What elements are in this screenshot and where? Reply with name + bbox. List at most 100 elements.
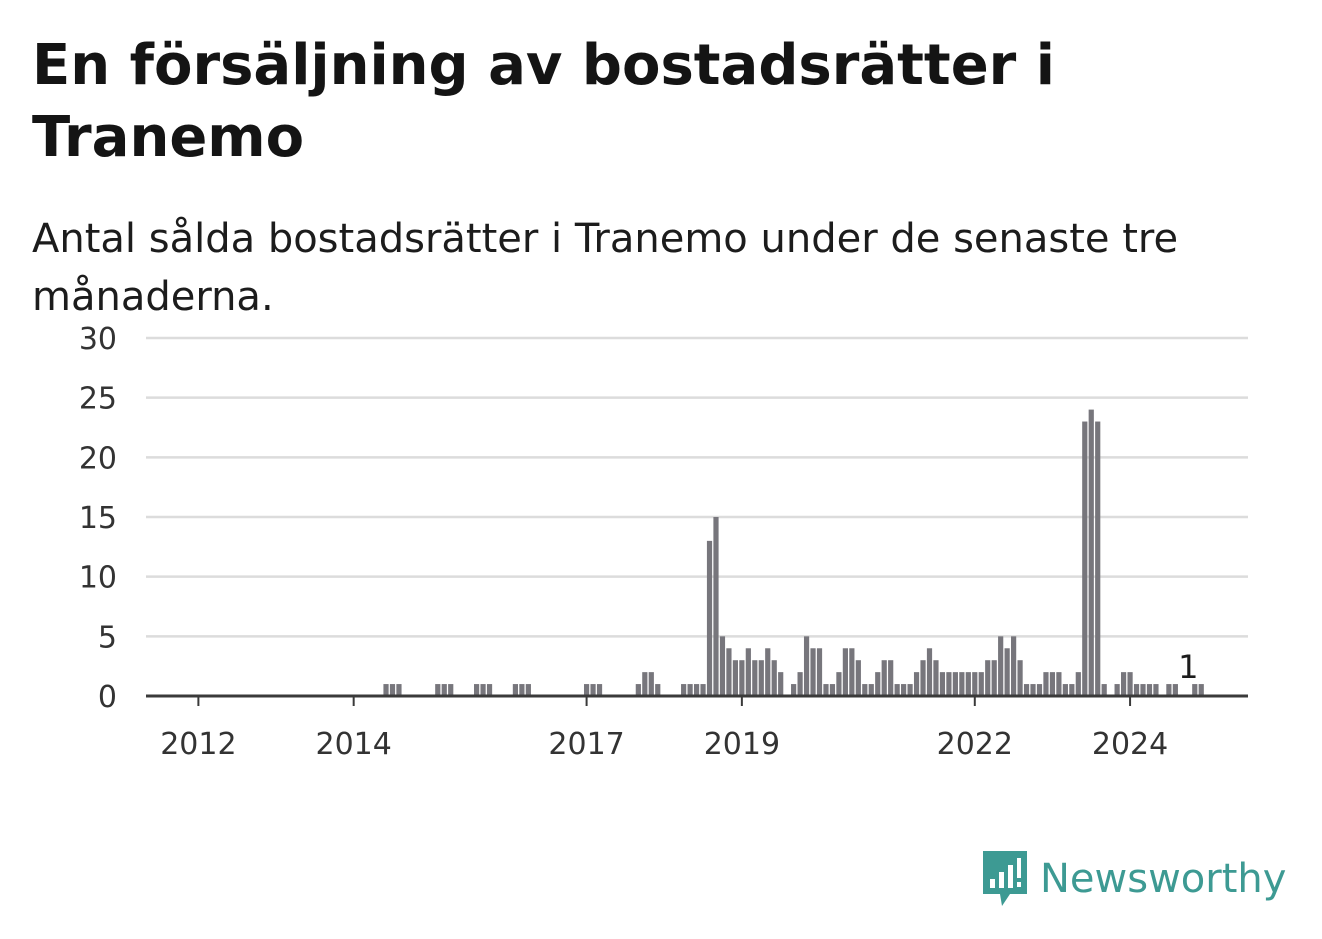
bar xyxy=(810,648,816,696)
x-tick-label: 2022 xyxy=(937,727,1013,762)
bar xyxy=(713,517,719,696)
bar xyxy=(1069,684,1075,696)
bar xyxy=(875,672,881,696)
bar xyxy=(435,684,441,696)
bar xyxy=(389,684,396,696)
bar xyxy=(1056,672,1062,696)
x-tick-label: 2017 xyxy=(548,727,624,762)
newsworthy-icon xyxy=(983,851,1027,906)
bar xyxy=(635,684,641,696)
bar xyxy=(681,684,687,696)
bar xyxy=(739,660,745,696)
bar xyxy=(1127,672,1133,696)
bar xyxy=(816,648,823,696)
bar xyxy=(448,684,454,696)
chart-title: En försäljning av bostadsrätter i Tranem… xyxy=(32,33,1055,170)
bar xyxy=(655,684,661,696)
bar xyxy=(946,672,952,696)
bar xyxy=(939,672,946,696)
bar xyxy=(959,672,965,696)
bar xyxy=(855,660,861,696)
bar xyxy=(888,660,894,696)
bar xyxy=(1095,421,1101,696)
bar xyxy=(894,684,900,696)
bar xyxy=(1140,684,1146,696)
bar xyxy=(706,540,713,696)
bar xyxy=(480,684,486,696)
bar xyxy=(1043,672,1049,696)
bar xyxy=(1011,636,1017,696)
gridlines xyxy=(146,336,1248,638)
bar xyxy=(1023,684,1030,696)
bar xyxy=(1166,684,1172,696)
newsworthy-logo: Newsworthy xyxy=(980,848,1286,910)
y-tick-label: 30 xyxy=(79,322,117,357)
bar xyxy=(732,660,738,696)
x-tick-label: 2019 xyxy=(704,727,780,762)
bar xyxy=(1017,660,1023,696)
bar xyxy=(642,672,648,696)
bar xyxy=(1075,672,1081,696)
chart-subtitle: Antal sålda bostadsrätter i Tranemo unde… xyxy=(32,216,1179,320)
bar xyxy=(1088,409,1094,696)
bar xyxy=(868,684,874,696)
bar xyxy=(791,684,797,696)
bar xyxy=(978,672,984,696)
x-tick-label: 2024 xyxy=(1092,727,1168,762)
bar xyxy=(778,672,784,696)
bar xyxy=(596,684,603,696)
x-tick-label: 2014 xyxy=(315,727,391,762)
bar xyxy=(474,684,480,696)
bar xyxy=(752,660,758,696)
bar xyxy=(700,684,706,696)
bar xyxy=(525,684,531,696)
bar xyxy=(648,672,654,696)
bar xyxy=(1082,421,1088,696)
bar-value-label: 1 xyxy=(1178,648,1198,686)
bar xyxy=(1153,684,1159,696)
x-axis-ticks: 2012 2014 2017 2019 2022 2024 xyxy=(160,696,1168,762)
bar xyxy=(901,684,907,696)
bar xyxy=(952,672,958,696)
bar xyxy=(991,660,997,696)
bar xyxy=(486,684,493,696)
y-tick-label: 25 xyxy=(79,382,117,417)
bar xyxy=(829,684,836,696)
bar xyxy=(765,648,771,696)
bar xyxy=(1030,684,1036,696)
y-axis-ticks: 0 5 10 15 20 25 30 xyxy=(79,322,117,715)
y-tick-label: 10 xyxy=(79,561,117,596)
bar xyxy=(590,684,596,696)
bar xyxy=(972,672,978,696)
bar xyxy=(1121,672,1127,696)
bar xyxy=(803,636,810,696)
bar xyxy=(441,684,447,696)
bar xyxy=(1114,684,1120,696)
bar xyxy=(1101,684,1107,696)
bar xyxy=(726,648,732,696)
bar xyxy=(998,636,1004,696)
bar xyxy=(823,684,829,696)
bar xyxy=(519,684,525,696)
bar xyxy=(771,660,777,696)
bar xyxy=(881,660,887,696)
bar xyxy=(693,684,700,696)
bar xyxy=(920,660,926,696)
bar xyxy=(383,684,389,696)
bar xyxy=(1133,684,1140,696)
y-tick-label: 0 xyxy=(98,680,117,715)
bar xyxy=(862,684,868,696)
bar xyxy=(1049,672,1056,696)
bar xyxy=(849,648,855,696)
brand-name: Newsworthy xyxy=(1040,856,1287,902)
bar xyxy=(719,636,726,696)
bar xyxy=(985,660,991,696)
bar xyxy=(1004,648,1010,696)
bar xyxy=(797,672,803,696)
bar xyxy=(1062,684,1068,696)
bar xyxy=(745,648,751,696)
y-tick-label: 15 xyxy=(79,501,117,536)
bar xyxy=(396,684,402,696)
annotations: 1 xyxy=(1178,648,1198,686)
